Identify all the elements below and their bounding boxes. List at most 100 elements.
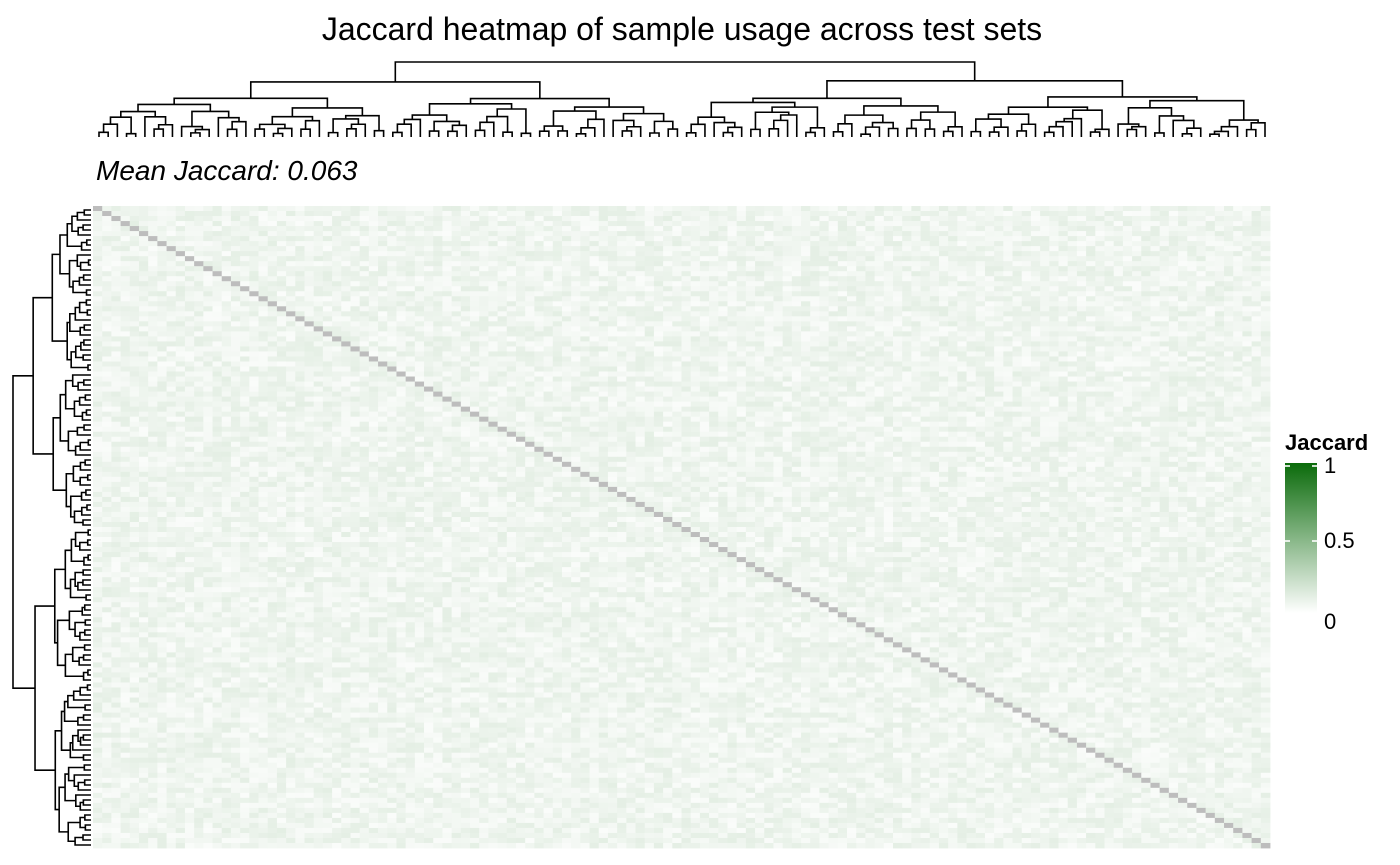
heatmap-cell [773, 216, 784, 222]
heatmap-cell [212, 306, 223, 312]
heatmap-cell [1095, 346, 1105, 352]
heatmap-cell [212, 206, 223, 212]
heatmap-cell [1242, 211, 1253, 217]
heatmap-cell [1242, 261, 1253, 267]
heatmap-cell [938, 386, 949, 392]
heatmap-cell [1095, 306, 1105, 312]
heatmap-cell [1141, 291, 1151, 297]
heatmap-cell [892, 211, 903, 217]
heatmap-cell [1095, 286, 1105, 292]
heatmap-cell [194, 251, 204, 257]
heatmap-cell [1168, 326, 1179, 332]
heatmap-cell [534, 281, 544, 287]
heatmap-cell [506, 316, 517, 322]
heatmap-cell [249, 221, 259, 227]
heatmap-cell [1150, 216, 1161, 222]
heatmap-cell [166, 261, 177, 267]
heatmap-cell [543, 236, 554, 242]
heatmap-cell [1205, 326, 1216, 332]
heatmap-cell [267, 386, 278, 392]
heatmap-cell [313, 316, 324, 322]
row-dendrogram-branch [87, 554, 91, 561]
heatmap-cell [1214, 241, 1225, 247]
heatmap-cell [764, 366, 774, 372]
heatmap-cell [626, 336, 636, 342]
heatmap-cell [810, 256, 820, 262]
heatmap-cell [957, 321, 967, 327]
row-dendrogram-branch [79, 686, 91, 696]
heatmap-cell [249, 246, 259, 252]
heatmap-cell [663, 346, 673, 352]
heatmap-cell [304, 386, 315, 392]
heatmap-cell [1168, 356, 1179, 362]
heatmap-cell [902, 331, 912, 337]
heatmap-cell [1113, 206, 1124, 212]
heatmap-cell [378, 221, 388, 227]
heatmap-cell [745, 341, 756, 347]
heatmap-cell [745, 256, 756, 262]
heatmap-cell [607, 376, 618, 382]
heatmap-cell [534, 321, 544, 327]
heatmap-cell [479, 381, 489, 387]
heatmap-cell [948, 376, 958, 382]
heatmap-cell [1095, 361, 1105, 367]
heatmap-cell [552, 241, 563, 247]
heatmap-cell [929, 261, 940, 267]
heatmap-cell [332, 301, 342, 307]
heatmap-cell [1187, 231, 1197, 237]
heatmap-cell [175, 301, 186, 307]
heatmap-cell [856, 326, 866, 332]
heatmap-cell [166, 281, 177, 287]
heatmap-cell [837, 221, 848, 227]
heatmap-cell [396, 211, 407, 217]
heatmap-cell [966, 321, 977, 327]
heatmap-cell [1260, 331, 1271, 337]
heatmap-cell [1159, 281, 1170, 287]
heatmap-cell [810, 326, 820, 332]
heatmap-cell [387, 226, 397, 232]
heatmap-cell [359, 381, 370, 387]
heatmap-cell [911, 291, 921, 297]
heatmap-cell [892, 346, 903, 352]
heatmap-cell [424, 241, 434, 247]
heatmap-cell [801, 371, 811, 377]
column-dendrogram-branch [722, 131, 734, 137]
heatmap-cell [1187, 361, 1197, 367]
heatmap-cell [1049, 296, 1059, 302]
heatmap-cell [1104, 206, 1115, 212]
heatmap-cell [598, 326, 609, 332]
heatmap-cell [295, 356, 305, 362]
heatmap-cell [442, 206, 453, 212]
heatmap-cell [249, 311, 259, 317]
heatmap-cell [1058, 286, 1069, 292]
heatmap-cell [791, 266, 802, 272]
heatmap-cell [515, 386, 526, 392]
heatmap-cell [313, 286, 324, 292]
heatmap-cell [1095, 236, 1105, 242]
heatmap-cell [681, 306, 692, 312]
heatmap-cell [902, 371, 912, 377]
heatmap-cell [433, 311, 443, 317]
heatmap-cell [286, 351, 296, 357]
heatmap-cell [1214, 271, 1225, 277]
heatmap-cell [1040, 371, 1050, 377]
heatmap-cell [166, 316, 177, 322]
heatmap-cell [1224, 346, 1234, 352]
heatmap-cell [920, 336, 931, 342]
heatmap-cell [571, 291, 581, 297]
heatmap-cell [313, 331, 324, 337]
heatmap-cell [1205, 351, 1216, 357]
heatmap-cell [322, 281, 333, 287]
heatmap-cell [727, 316, 738, 322]
heatmap-cell [571, 296, 581, 302]
heatmap-cell [1012, 331, 1023, 337]
heatmap-cell [902, 226, 912, 232]
heatmap-cell [856, 271, 866, 277]
heatmap-cell [957, 356, 967, 362]
heatmap-cell [249, 386, 259, 392]
heatmap-cell [378, 321, 388, 327]
heatmap-cell [433, 321, 443, 327]
heatmap-cell [451, 331, 462, 337]
heatmap-cell [681, 351, 692, 357]
heatmap-cell [249, 381, 259, 387]
